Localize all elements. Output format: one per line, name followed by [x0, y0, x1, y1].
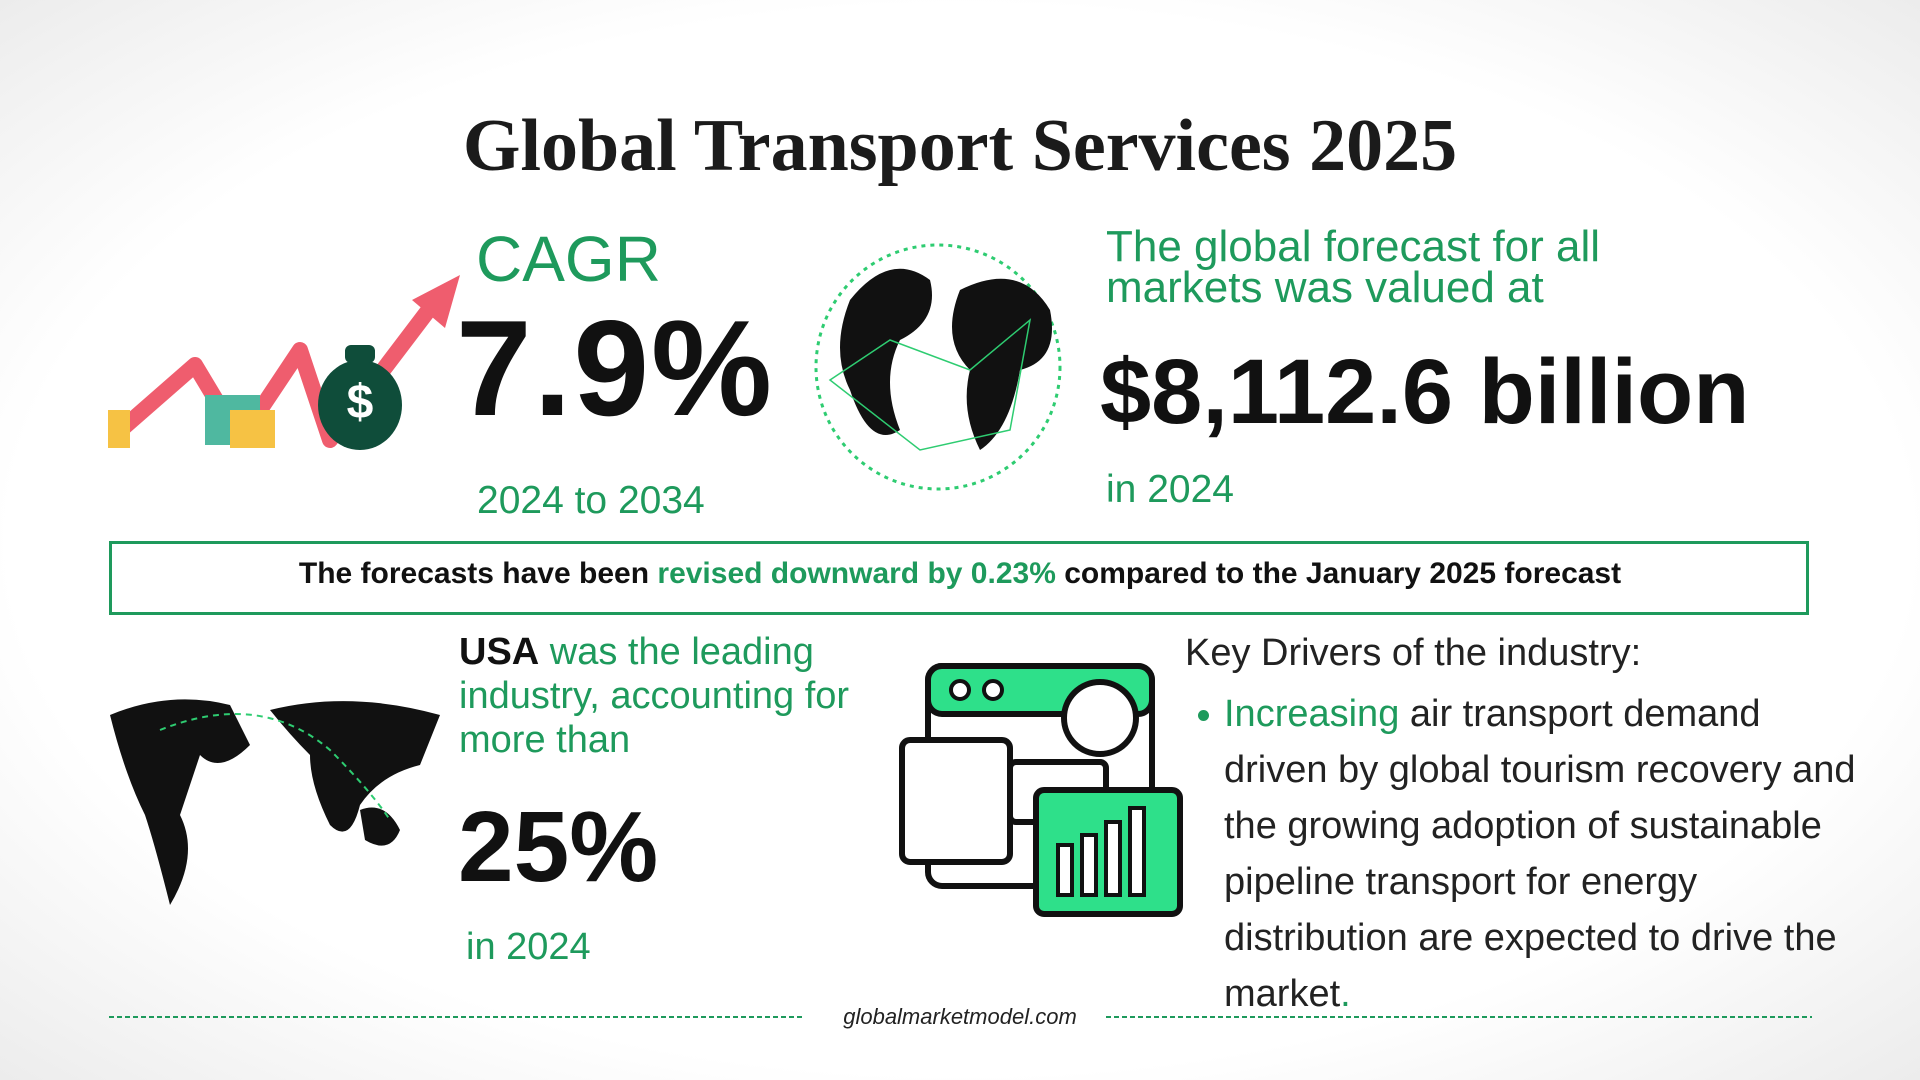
revision-after: compared to the January 2025 forecast: [1064, 557, 1622, 590]
leader-description: was the leading industry, accounting for…: [459, 631, 850, 761]
footer-source: globalmarketmodel.com: [843, 1004, 1077, 1029]
driver-highlight: Increasing: [1224, 693, 1400, 735]
growth-icon: $: [108, 275, 460, 450]
dashboard-icon: [899, 663, 1183, 917]
revision-highlight: revised downward by 0.23%: [657, 557, 1056, 590]
leader-value: 25%: [458, 791, 659, 903]
drivers-list: Increasing air transport demand driven b…: [1198, 686, 1858, 1022]
svg-text:$: $: [347, 376, 374, 429]
cagr-period: 2024 to 2034: [477, 479, 705, 522]
leader-name: USA: [459, 631, 540, 673]
revision-box: [109, 541, 1809, 615]
drivers-heading: Key Drivers of the industry:: [1185, 632, 1642, 674]
revision-text: The forecasts have been revised downward…: [0, 557, 1920, 591]
leader-year: in 2024: [466, 926, 591, 968]
driver-end: .: [1340, 973, 1351, 1015]
bullet: [1198, 710, 1209, 721]
forecast-value: $8,112.6 billion: [1100, 341, 1750, 443]
globe-icon: [814, 243, 1062, 491]
driver-item: Increasing air transport demand driven b…: [1198, 686, 1858, 1022]
revision-before: The forecasts have been: [298, 557, 650, 590]
driver-text: air transport demand driven by global to…: [1224, 693, 1856, 1015]
leader-text: USA was the leading industry, accounting…: [459, 630, 899, 762]
world-map-icon: [110, 699, 440, 905]
cagr-value: 7.9%: [456, 292, 774, 444]
cagr-label: CAGR: [476, 223, 661, 295]
forecast-intro: The global forecast for all markets was …: [1106, 222, 1601, 312]
title: Global Transport Services 2025: [462, 105, 1458, 187]
forecast-year: in 2024: [1106, 468, 1234, 511]
